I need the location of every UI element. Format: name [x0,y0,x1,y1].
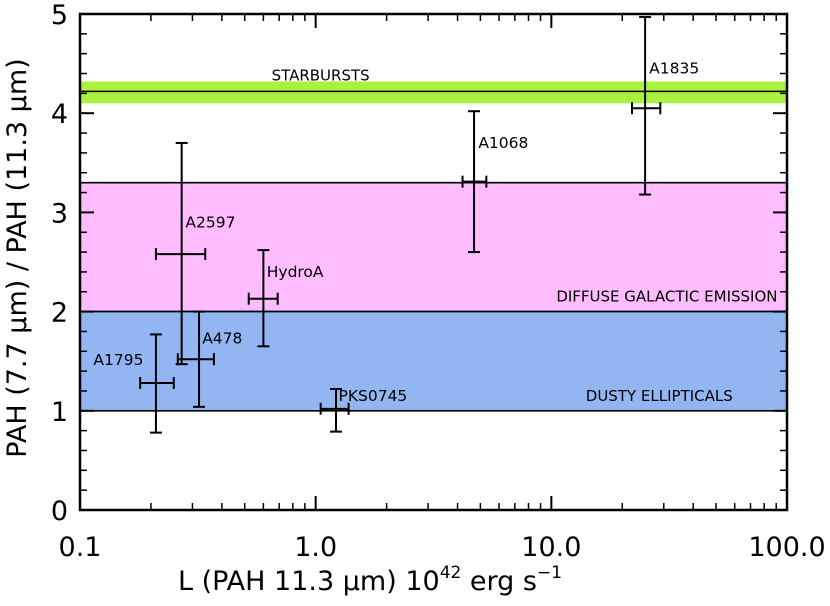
data-point-a1795 [139,333,175,434]
data-point-a2597 [154,141,207,366]
y-tick-label: 2 [51,298,68,329]
x-axis-title-mid: erg s [461,566,537,597]
data-point-pks0745 [319,387,350,433]
bands-layer [80,81,787,412]
x-tick-label: 10.0 [521,532,581,563]
band-label-1: DIFFUSE GALACTIC EMISSION [556,288,777,306]
y-axis-title: PAH (7.7 μm) / PAH (11.3 μm) [2,58,33,457]
ticks-layer: 0.1 1.0 10.0 100.0 0 1 2 3 4 5 [51,0,826,563]
x-axis-title-main: L (PAH 11.3 μm) 10 [178,566,440,597]
x-axis-title-sup1: 42 [440,563,462,583]
x-axis-title: L (PAH 11.3 μm) 1042 erg s−1 [178,563,562,597]
point-label-pks0745: PKS0745 [339,387,408,405]
y-tick-label: 1 [51,397,68,428]
x-axis-title-sup2: −1 [537,563,562,583]
point-label-a1068: A1068 [478,134,528,152]
band-0 [80,81,787,104]
x-tick-label: 0.1 [59,532,102,563]
plot-frame [78,12,789,512]
y-tick-label: 0 [51,496,68,527]
point-label-a1835: A1835 [649,60,699,78]
points-layer [139,15,662,434]
band-label-2: DUSTY ELLIPTICALS [586,387,733,405]
data-point-a1068 [461,110,488,254]
labels-layer: STARBURSTS DIFFUSE GALACTIC EMISSION DUSTY… [93,60,777,405]
point-label-a1795: A1795 [93,351,143,369]
y-tick-label: 4 [51,99,68,130]
band-1 [80,182,787,312]
point-label-hydroa: HydroA [267,263,324,281]
band-2 [80,311,787,411]
data-point-a478 [176,310,215,408]
data-point-a1835 [631,15,662,196]
point-label-a478: A478 [202,329,242,347]
y-tick-label: 5 [51,0,68,31]
y-tick-label: 3 [51,198,68,229]
x-tick-label: 1.0 [294,532,337,563]
data-point-hydroa [247,249,279,348]
band-label-0: STARBURSTS [272,66,370,84]
x-tick-label: 100.0 [748,532,825,563]
point-label-a2597: A2597 [185,213,235,231]
